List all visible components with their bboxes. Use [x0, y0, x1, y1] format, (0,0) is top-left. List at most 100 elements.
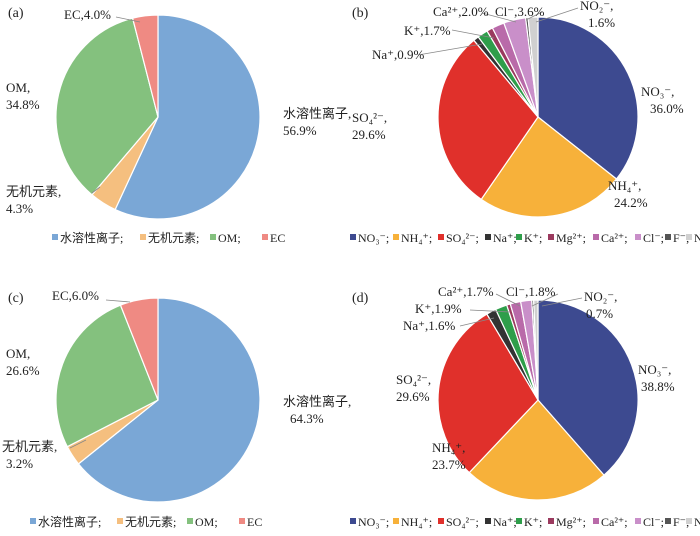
- legend-entry-f-minus: F⁻;: [673, 515, 689, 529]
- leader-line-na-plus: [459, 317, 495, 327]
- leader-line-na-plus: [417, 43, 483, 56]
- panel-label: (c): [8, 291, 24, 306]
- data-label-no2-minus: NO₂⁻,: [584, 289, 617, 304]
- legend-swatch-no2-minus: [686, 234, 692, 240]
- slice-no2-minus: [533, 299, 539, 401]
- data-value-water-soluble-ions: 56.9%: [283, 123, 317, 138]
- panel-label: (b): [352, 6, 369, 21]
- data-label-no3-minus: NO₃⁻,: [638, 362, 671, 377]
- leader-lines: [417, 7, 579, 56]
- legend-swatch-no3-minus: [350, 518, 356, 524]
- legend-entry-k-plus: K⁺;: [524, 231, 542, 245]
- legend-swatch-na-plus: [485, 234, 491, 240]
- leader-line-cl-minus: [525, 11, 543, 21]
- leader-lines: [459, 293, 583, 327]
- slice-so42-minus: [437, 313, 539, 474]
- legend: NO₃⁻; NH₄⁺; SO₄²⁻; Na⁺; K⁺; Mg²⁺; Ca²⁺; Cl⁻; F⁻;…: [350, 515, 700, 529]
- data-label-ec: EC,4.0%: [64, 7, 111, 22]
- data-label-k-plus: K⁺,1.7%: [404, 23, 451, 38]
- panel-label: (d): [352, 291, 369, 306]
- data-label-k-plus: K⁺,1.9%: [415, 301, 462, 316]
- leader-lines: [91, 16, 141, 194]
- legend: 水溶性离子; 无机元素; OM; EC: [52, 230, 285, 245]
- legend-swatch-cl-minus: [635, 234, 641, 240]
- data-label-om: OM,: [6, 346, 30, 361]
- panel-c: (c)水溶性离子,64.3%无机元素,3.2%OM,26.6%EC,6.0%水溶…: [2, 288, 351, 529]
- data-labels: 水溶性离子, 56.9% 无机元素, 4.3% OM, 34.8% EC,4.0%: [6, 7, 351, 216]
- legend-entry-mg2-plus: Mg²⁺;: [556, 231, 586, 245]
- data-label-nh4-plus: NH₄⁺,: [608, 178, 641, 193]
- pie-slices: [55, 297, 261, 503]
- legend-swatch-k-plus: [516, 518, 522, 524]
- data-label-water-soluble-ions: 水溶性离子,: [283, 106, 351, 121]
- legend-entry-ec: EC: [270, 231, 285, 245]
- legend-entry-f-minus: F⁻;: [673, 231, 689, 245]
- legend-entry-no2-minus: NO₂⁻: [694, 515, 700, 529]
- data-label-inorganic-elements: 无机元素,: [2, 439, 57, 454]
- slice-no2-minus: [527, 16, 539, 118]
- legend-entry-nh4-plus: NH₄⁺;: [401, 515, 432, 529]
- data-labels: NO₃⁻, 36.0% NH₄⁺, 24.2% SO₄²⁻, 29.6% Na⁺,0.9% K…: [352, 0, 684, 210]
- legend-entry-nh4-plus: NH₄⁺;: [401, 231, 432, 245]
- legend-swatch-f-minus: [665, 234, 671, 240]
- legend-entry-no2-minus: NO₂⁻: [694, 231, 700, 245]
- data-label-no2-minus: NO₂⁻,: [580, 0, 613, 13]
- legend-entry-water-soluble-ions: 水溶性离子;: [38, 514, 101, 529]
- legend-entry-ca2-plus: Ca²⁺;: [601, 515, 628, 529]
- legend: NO₃⁻; NH₄⁺; SO₄²⁻; Na⁺; K⁺; Mg²⁺; Ca²⁺; Cl⁻; F⁻;…: [350, 231, 700, 245]
- legend-swatch-om: [187, 518, 193, 524]
- data-value-no2-minus: 0.7%: [586, 306, 613, 321]
- legend-swatch-ec: [262, 234, 268, 240]
- legend-swatch-cl-minus: [635, 518, 641, 524]
- legend-swatch-so42-minus: [438, 234, 444, 240]
- legend-swatch-mg2-plus: [548, 234, 554, 240]
- legend-entry-mg2-plus: Mg²⁺;: [556, 515, 586, 529]
- legend-swatch-nh4-plus: [393, 234, 399, 240]
- panel-a: (a) 水溶性离子, 56.9% 无机元素, 4.3% OM, 34.8% EC,4.0%水溶…: [6, 6, 351, 245]
- legend-entry-inorganic-elements: 无机元素;: [148, 231, 199, 245]
- data-value-om: 34.8%: [6, 97, 40, 112]
- legend-entry-k-plus: K⁺;: [524, 515, 542, 529]
- leader-line-no2-minus: [535, 7, 579, 23]
- slice-no3-minus: [537, 299, 639, 476]
- legend-entry-om: OM;: [218, 231, 241, 245]
- leader-line-ec: [105, 299, 131, 303]
- legend-entry-ca2-plus: Ca²⁺;: [601, 231, 628, 245]
- leader-line-inorganic-elements: [91, 186, 101, 194]
- data-label-inorganic-elements: 无机元素,: [6, 184, 61, 199]
- legend-entry-na-plus: Na⁺;: [493, 515, 517, 529]
- pie-slices: [55, 14, 261, 220]
- data-value-inorganic-elements: 3.2%: [6, 456, 33, 471]
- legend-swatch-no3-minus: [350, 234, 356, 240]
- data-value-om: 26.6%: [6, 363, 40, 378]
- legend-entry-cl-minus: Cl⁻;: [643, 231, 664, 245]
- legend-entry-no3-minus: NO₃⁻;: [358, 231, 389, 245]
- leader-line-inorganic-elements: [69, 439, 87, 449]
- data-label-om: OM,: [6, 80, 30, 95]
- legend-swatch-na-plus: [485, 518, 491, 524]
- data-label-cl-minus: Cl⁻,1.8%: [506, 284, 556, 299]
- data-label-so42-minus: SO₄²⁻,: [396, 372, 431, 387]
- panel-label: (a): [8, 6, 24, 21]
- data-value-nh4-plus: 24.2%: [614, 195, 648, 210]
- data-value-so42-minus: 29.6%: [396, 389, 430, 404]
- leader-line-ca2-plus: [481, 12, 517, 23]
- data-value-no3-minus: 36.0%: [650, 101, 684, 116]
- slice-water-soluble-ions: [77, 297, 261, 503]
- legend-swatch-inorganic-elements: [140, 234, 146, 240]
- data-label-ca2-plus: Ca²⁺,1.7%: [438, 284, 494, 299]
- panel-d: (d) NO₃⁻, 38.8% NH₄⁺, 23.7% SO₄²⁻, 29.6% Na⁺,1.…: [350, 284, 700, 529]
- data-label-na-plus: Na⁺,1.6%: [403, 318, 456, 333]
- data-value-inorganic-elements: 4.3%: [6, 201, 33, 216]
- data-labels: NO₃⁻, 38.8% NH₄⁺, 23.7% SO₄²⁻, 29.6% Na⁺,1.6% K…: [396, 284, 675, 472]
- pie-slices: [437, 299, 639, 501]
- data-labels: 水溶性离子, 64.3% 无机元素, 3.2% OM, 26.6% EC,6.0%: [2, 288, 351, 471]
- legend-swatch-ec: [239, 518, 245, 524]
- slice-so42-minus: [437, 39, 539, 201]
- legend-swatch-water-soluble-ions: [30, 518, 36, 524]
- data-label-cl-minus: Cl⁻,3.6%: [495, 4, 545, 19]
- data-value-water-soluble-ions: 64.3%: [290, 411, 324, 426]
- data-label-ec: EC,6.0%: [52, 288, 99, 303]
- slice-water-soluble-ions: [114, 14, 261, 220]
- legend-swatch-f-minus: [665, 518, 671, 524]
